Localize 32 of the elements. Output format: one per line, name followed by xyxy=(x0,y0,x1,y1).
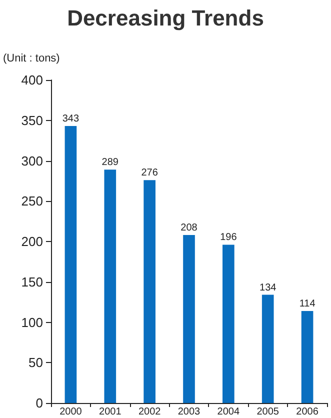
data-label: 343 xyxy=(62,114,80,125)
data-label: 114 xyxy=(299,298,316,310)
data-label: 196 xyxy=(220,232,238,244)
x-tick-label: 2000 xyxy=(60,406,82,418)
chart-title: Decreasing Trends xyxy=(67,6,264,30)
bar xyxy=(301,310,314,403)
data-label: 289 xyxy=(102,157,119,168)
x-tick-label: 2003 xyxy=(178,406,201,418)
x-tick-label: 2001 xyxy=(99,406,122,418)
x-tick-label: 2005 xyxy=(256,406,280,418)
bar xyxy=(222,244,234,403)
y-tick-label: 200 xyxy=(21,234,43,249)
y-tick-label: 150 xyxy=(21,274,43,290)
bar xyxy=(64,126,77,403)
data-label: 208 xyxy=(180,222,198,234)
bar xyxy=(262,294,274,403)
y-tick-label: 50 xyxy=(28,355,43,370)
data-label: 276 xyxy=(141,168,158,179)
y-tick-label: 350 xyxy=(21,112,43,128)
y-tick-label: 0 xyxy=(36,396,43,410)
bar xyxy=(183,235,195,403)
x-tick-label: 2004 xyxy=(217,406,240,418)
bar xyxy=(144,180,156,403)
y-tick-label: 250 xyxy=(21,194,43,209)
bar xyxy=(104,170,116,403)
y-tick-label: 300 xyxy=(21,153,43,168)
data-label: 134 xyxy=(260,282,277,294)
y-tick-label: 400 xyxy=(21,72,43,88)
y-tick-label: 100 xyxy=(21,314,43,330)
x-tick-label: 2006 xyxy=(296,406,319,418)
x-tick-label: 2002 xyxy=(138,406,162,418)
y-axis-title: (Unit : tons) xyxy=(3,52,60,64)
